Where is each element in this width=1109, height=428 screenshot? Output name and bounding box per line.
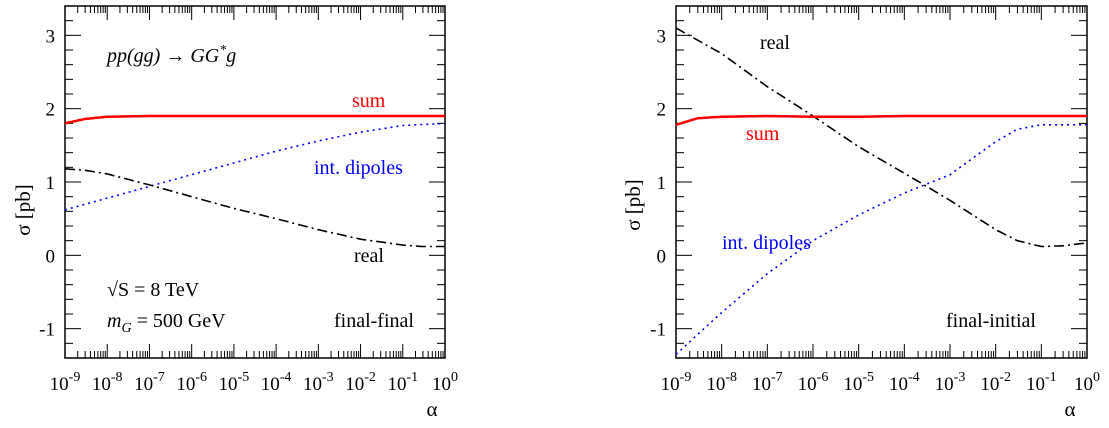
left-x-axis-title: α xyxy=(426,397,437,421)
y-tick-label: 2 xyxy=(46,100,56,121)
y-tick-label: 0 xyxy=(657,246,667,267)
x-tick-label: 10-5 xyxy=(843,370,874,395)
left-process-label: pp(gg) → GG*g xyxy=(105,43,236,67)
right-region-label: final-initial xyxy=(946,310,1036,332)
right-real-series-label: real xyxy=(760,32,790,54)
series-line-sum xyxy=(64,114,445,125)
x-tick-label: 10-8 xyxy=(706,370,737,395)
right-x-tick-labels: 10-9 10-8 10-7 10-6 10-5 10-4 10-3 10-2 10-1 100 xyxy=(661,370,1100,395)
left-sum-series-label: sum xyxy=(352,90,386,112)
right-chart-panel: 10-9 10-8 10-7 10-6 10-5 10-4 10-3 10-2 10-1 100 … xyxy=(621,5,1100,421)
series-line-real xyxy=(64,168,445,248)
x-tick-label: 100 xyxy=(1074,370,1100,395)
left-chart-panel: 10-9 10-8 10-7 10-6 10-5 10-4 10-3 10-2 10-1 100 … xyxy=(11,5,458,421)
x-tick-label: 10-6 xyxy=(176,370,207,395)
y-tick-label: -1 xyxy=(39,320,55,341)
right-axis-ticks xyxy=(675,5,1088,359)
left-energy-label: √S = 8 TeV xyxy=(107,279,200,301)
x-tick-label: 10-3 xyxy=(935,370,966,395)
left-real-series-label: real xyxy=(354,245,384,267)
left-mass-label: mG = 500 GeV xyxy=(107,310,226,336)
x-tick-label: 10-2 xyxy=(345,370,376,395)
right-dipoles-series-label: int. dipoles xyxy=(722,232,811,254)
y-tick-label: -1 xyxy=(650,320,666,341)
left-series-group xyxy=(64,114,446,248)
series-line-sum xyxy=(675,114,1087,127)
x-tick-label: 10-7 xyxy=(752,370,783,395)
x-tick-label: 10-4 xyxy=(261,370,292,395)
right-sum-series-label: sum xyxy=(746,123,780,145)
x-tick-label: 10-1 xyxy=(1026,370,1057,395)
y-tick-label: 3 xyxy=(657,26,667,47)
right-y-tick-labels: -1 0 1 2 3 xyxy=(650,26,666,340)
right-x-axis-title: α xyxy=(1064,397,1075,421)
x-tick-label: 10-6 xyxy=(798,370,829,395)
y-tick-label: 1 xyxy=(657,173,667,194)
x-tick-label: 10-5 xyxy=(219,370,250,395)
x-tick-label: 100 xyxy=(432,370,458,395)
x-tick-label: 10-9 xyxy=(50,370,81,395)
left-y-tick-labels: -1 0 1 2 3 xyxy=(39,26,55,340)
series-line-real xyxy=(675,27,1088,248)
left-region-label: final-final xyxy=(334,310,414,332)
series-line-int-dipoles xyxy=(675,124,1087,355)
y-tick-label: 3 xyxy=(46,26,56,47)
x-tick-label: 10-8 xyxy=(92,370,123,395)
x-tick-label: 10-2 xyxy=(980,370,1011,395)
right-y-axis-title: σ [pb] xyxy=(621,179,645,231)
right-series-group xyxy=(675,27,1088,355)
x-tick-label: 10-3 xyxy=(303,370,334,395)
x-tick-label: 10-9 xyxy=(661,370,692,395)
left-dipoles-series-label: int. dipoles xyxy=(314,157,403,179)
y-tick-label: 0 xyxy=(46,246,56,267)
left-x-tick-labels: 10-9 10-8 10-7 10-6 10-5 10-4 10-3 10-2 10-1 100 xyxy=(50,370,458,395)
y-tick-label: 1 xyxy=(46,173,56,194)
x-tick-label: 10-4 xyxy=(889,370,920,395)
left-y-axis-title: σ [pb] xyxy=(11,184,35,236)
y-tick-label: 2 xyxy=(657,100,667,121)
right-plot-frame xyxy=(675,5,1088,359)
x-tick-label: 10-7 xyxy=(134,370,165,395)
x-tick-label: 10-1 xyxy=(387,370,418,395)
